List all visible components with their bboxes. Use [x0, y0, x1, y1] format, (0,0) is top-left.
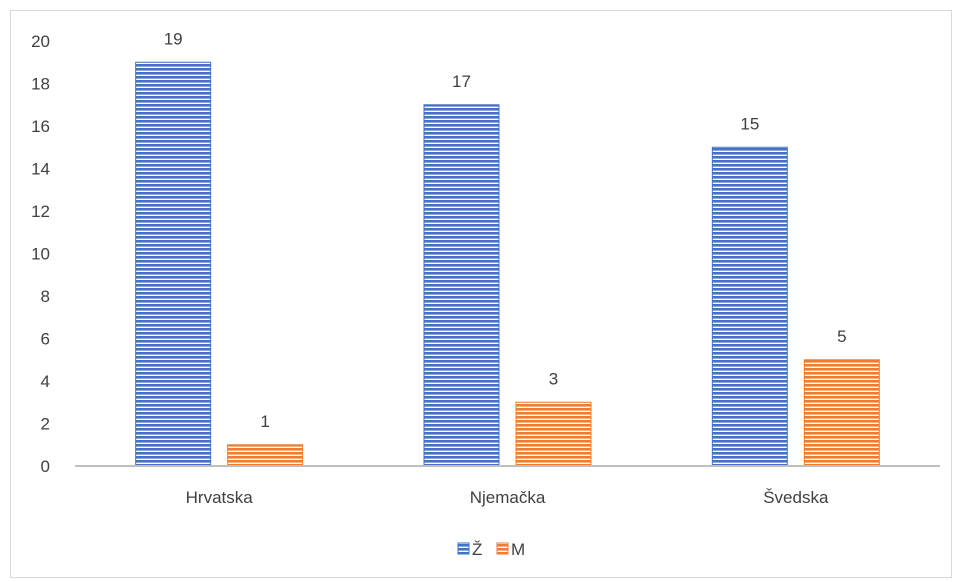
x-axis: Hrvatska Njemačka Švedska	[75, 465, 940, 507]
y-tick-label: 6	[41, 330, 50, 349]
y-tick-label: 4	[41, 372, 50, 391]
bar-m-1	[515, 401, 592, 467]
data-label: 3	[549, 369, 558, 388]
data-label: 5	[837, 327, 846, 346]
data-label: 1	[260, 412, 269, 431]
y-tick-label: 0	[41, 457, 50, 476]
y-tick-label: 14	[31, 160, 50, 179]
legend-swatch-m	[496, 542, 509, 555]
y-tick-label: 12	[31, 202, 50, 221]
legend-label-z: Ž	[472, 540, 482, 559]
x-category-label: Švedska	[763, 488, 829, 507]
x-category-label: Hrvatska	[186, 488, 254, 507]
y-tick-label: 18	[31, 75, 50, 94]
data-label: 15	[740, 114, 759, 133]
y-tick-label: 2	[41, 415, 50, 434]
data-label: 17	[452, 72, 471, 91]
y-tick-label: 10	[31, 245, 50, 264]
bars: 19 1 17 3 15 5	[135, 29, 880, 467]
legend-label-m: M	[511, 540, 525, 559]
bar-m-0	[227, 444, 304, 467]
bar-z-2	[711, 146, 788, 467]
y-tick-label: 16	[31, 117, 50, 136]
bar-z-0	[135, 61, 212, 467]
bar-m-2	[803, 359, 880, 467]
y-tick-label: 8	[41, 287, 50, 306]
legend-swatch-z	[457, 542, 470, 555]
y-tick-label: 20	[31, 32, 50, 51]
data-label: 19	[164, 29, 183, 48]
x-category-label: Njemačka	[470, 488, 546, 507]
y-axis: 0 2 4 6 8 10 12 14 16 18 20	[31, 32, 50, 476]
bar-z-1	[423, 104, 500, 467]
